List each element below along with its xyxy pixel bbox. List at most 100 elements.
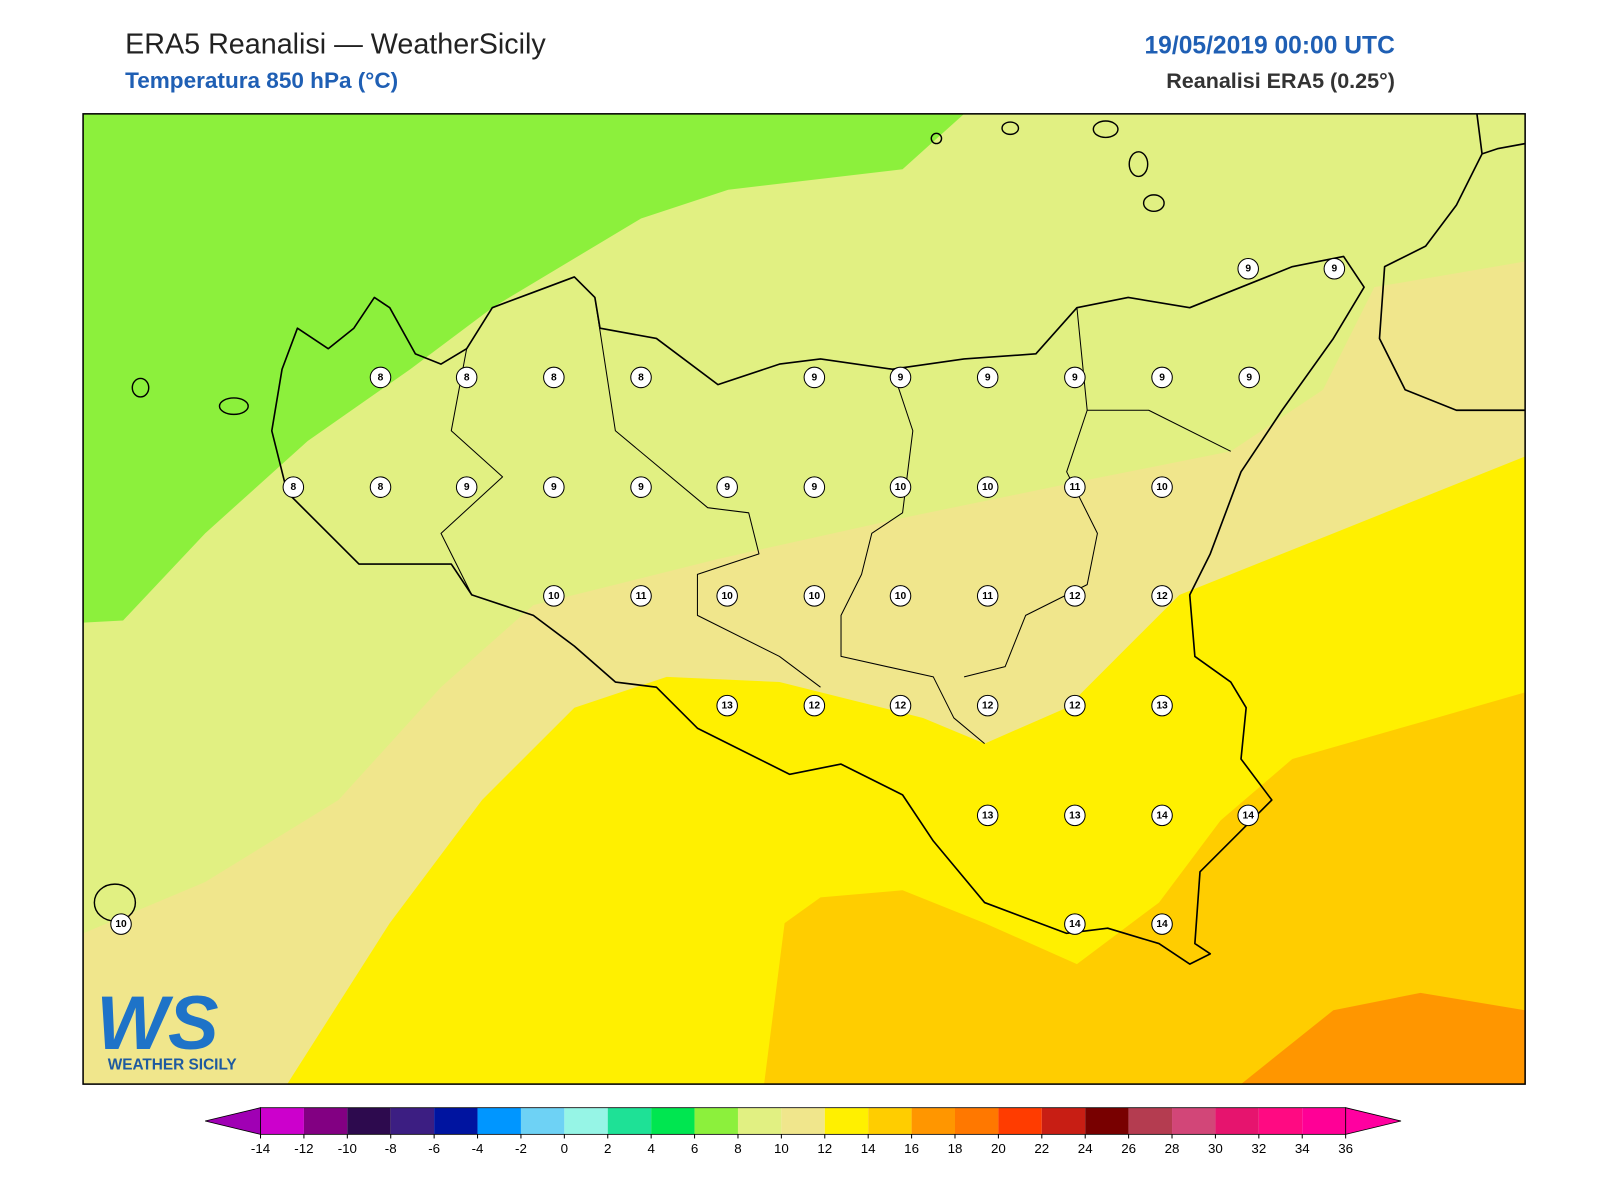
station-value: 9 [1072, 372, 1078, 383]
station: 8 [455, 366, 478, 389]
station: 8 [543, 366, 565, 389]
logo-mark: WS [96, 981, 218, 1066]
station-marker [630, 585, 652, 607]
station-marker [369, 476, 392, 498]
station-marker [1238, 366, 1260, 389]
station: 9 [1323, 257, 1346, 280]
station-value: 9 [812, 372, 818, 383]
colorbar-bin [824, 1107, 869, 1135]
station-value: 9 [898, 372, 904, 383]
colorbar-bin [781, 1107, 825, 1135]
station-marker [110, 913, 132, 935]
station-marker [1323, 257, 1346, 280]
colorbar-bin [1128, 1107, 1173, 1135]
field-6-8 [83, 113, 965, 623]
station-marker [455, 366, 478, 389]
station: 14 [1151, 913, 1173, 935]
station-marker [369, 366, 392, 389]
colorbar-tick-label: 34 [1295, 1141, 1310, 1156]
source: Reanalisi ERA5 (0.25°) [1166, 69, 1395, 93]
station-value: 12 [1156, 591, 1168, 602]
colorbar-tick-label: 36 [1338, 1141, 1353, 1156]
station-value: 9 [1246, 372, 1252, 383]
colorbar-tick-label: 24 [1078, 1141, 1093, 1156]
island [1128, 151, 1149, 178]
station: 8 [630, 366, 652, 389]
station: 14 [1064, 913, 1086, 935]
station-marker [976, 366, 999, 389]
station: 9 [1151, 366, 1173, 389]
station: 14 [1151, 804, 1173, 827]
station-marker [1064, 585, 1086, 607]
sicily-coast [270, 255, 1365, 965]
colorbar-bin [434, 1107, 478, 1135]
station-value: 9 [985, 372, 991, 383]
station-value: 13 [1156, 701, 1168, 712]
station: 10 [976, 476, 999, 498]
stations: 9 9 8 8 8 8 9 9 9 9 9 9 8 8 9 9 9 9 9 10 10 11 10 10 11 10 10 10 11 1… [110, 257, 1346, 935]
colorbar-tick-label: 0 [561, 1141, 568, 1156]
field-16-18 [1241, 992, 1526, 1085]
station: 8 [369, 366, 392, 389]
station-value: 11 [1069, 482, 1080, 493]
colorbar-tick-label: 12 [817, 1141, 832, 1156]
logo: WS WEATHER SICILY [96, 981, 236, 1074]
station: 11 [1064, 476, 1086, 498]
station-marker [1151, 585, 1173, 607]
title: ERA5 Reanalisi — WeatherSicily [125, 28, 546, 60]
colorbar-bin [737, 1107, 782, 1135]
subtitle: Temperatura 850 hPa (°C) [125, 68, 398, 93]
colorbar-tick-label: 26 [1121, 1141, 1136, 1156]
field-14-16 [764, 692, 1526, 1085]
colorbar-bin [477, 1107, 521, 1135]
station-marker [1064, 694, 1086, 717]
date: 19/05/2019 00:00 UTC [1144, 32, 1395, 59]
station-value: 14 [1156, 810, 1168, 821]
colorbar-bin [1041, 1107, 1086, 1135]
station: 9 [976, 366, 999, 389]
station-marker [889, 476, 912, 498]
colorbar-tick-label: -2 [515, 1141, 527, 1156]
station-value: 12 [895, 701, 907, 712]
colorbar-bin [564, 1107, 608, 1135]
station-value: 9 [812, 482, 818, 493]
station: 11 [976, 585, 999, 607]
station-marker [1151, 366, 1173, 389]
station: 8 [369, 476, 392, 498]
station-value: 8 [638, 372, 644, 383]
station-value: 12 [809, 701, 821, 712]
station-marker [543, 585, 565, 607]
station: 10 [803, 585, 826, 607]
colorbar-bin [868, 1107, 912, 1135]
colorbar-bin [651, 1107, 695, 1135]
station: 9 [803, 476, 826, 498]
station: 12 [1151, 585, 1173, 607]
colorbar-bin [1302, 1107, 1346, 1135]
station-value: 9 [1332, 264, 1338, 275]
station-marker [1064, 913, 1086, 935]
colorbar-tick-label: 16 [904, 1141, 919, 1156]
colorbar-bin [520, 1107, 565, 1135]
station-value: 9 [638, 482, 644, 493]
station-marker [976, 804, 999, 827]
station-marker [1237, 804, 1259, 827]
station-value: 12 [1069, 591, 1081, 602]
station: 12 [976, 694, 999, 717]
station: 10 [889, 476, 912, 498]
colorbar-tick-label: 32 [1251, 1141, 1266, 1156]
station: 9 [543, 476, 565, 498]
station-value: 9 [1245, 264, 1251, 275]
station: 9 [716, 476, 738, 498]
station: 9 [1238, 366, 1260, 389]
station-marker [543, 476, 565, 498]
station: 10 [1151, 476, 1173, 498]
station: 12 [1064, 694, 1086, 717]
station-value: 13 [982, 810, 994, 821]
colorbar-tick-label: 30 [1208, 1141, 1223, 1156]
station-marker [716, 476, 738, 498]
station-marker [1151, 804, 1173, 827]
colorbar-bin [694, 1107, 738, 1135]
colorbar-bin [1085, 1107, 1129, 1135]
colorbar-tick-label: -12 [294, 1141, 313, 1156]
